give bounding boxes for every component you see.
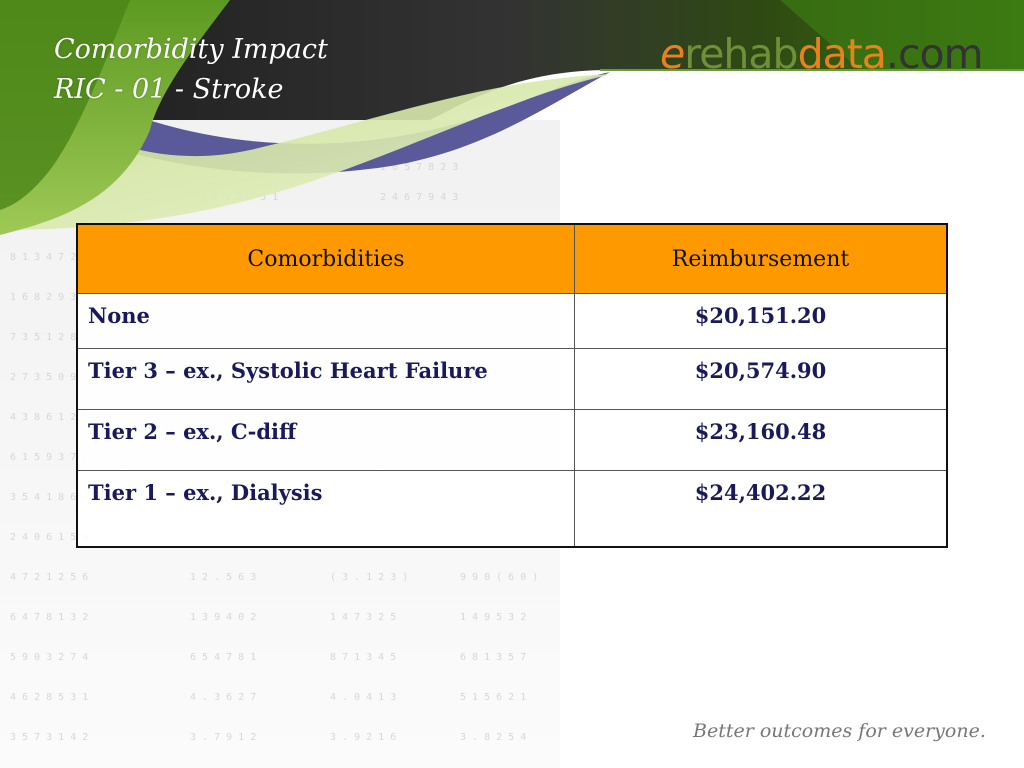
svg-text:1 4 9 5 3 2: 1 4 9 5 3 2 xyxy=(460,612,526,623)
slide-title-line-2: RIC - 01 - Stroke xyxy=(54,74,284,105)
table-row: Tier 1 – ex., Dialysis $24,402.22 xyxy=(76,470,948,548)
svg-text:7 3 5 1 2 8 4: 7 3 5 1 2 8 4 xyxy=(10,332,88,343)
svg-text:4 . 3 6 2 7: 4 . 3 6 2 7 xyxy=(190,692,256,703)
reimbursement-cell: $24,402.22 xyxy=(574,470,948,548)
logo-e: e xyxy=(660,30,685,78)
svg-text:5 9 0 3 2 7 4: 5 9 0 3 2 7 4 xyxy=(10,652,88,663)
logo-com: .com xyxy=(885,30,984,78)
svg-text:1 2 . 5 6 3: 1 2 . 5 6 3 xyxy=(190,572,256,583)
svg-text:6 5 4 7 8 1: 6 5 4 7 8 1 xyxy=(190,652,256,663)
comorbidity-cell: None xyxy=(76,293,575,349)
svg-text:4 3 8 6 1 2 5: 4 3 8 6 1 2 5 xyxy=(10,412,88,423)
svg-text:6 4 7 8 1 3 2: 6 4 7 8 1 3 2 xyxy=(10,612,88,623)
comorbidity-cell: Tier 1 – ex., Dialysis xyxy=(76,470,575,548)
svg-text:3 . 8 2 5 4: 3 . 8 2 5 4 xyxy=(460,732,526,743)
svg-text:1 6 8 2 9 3 5: 1 6 8 2 9 3 5 xyxy=(10,292,88,303)
svg-text:( 3 . 1 2 3 ): ( 3 . 1 2 3 ) xyxy=(330,572,408,583)
erehabdata-logo: erehabdata.com xyxy=(660,28,984,80)
table-row: Tier 3 – ex., Systolic Heart Failure $20… xyxy=(76,348,948,410)
svg-text:1 3 9 4 0 2: 1 3 9 4 0 2 xyxy=(190,612,256,623)
comorbidity-table: Comorbidities Reimbursement None $20,151… xyxy=(76,223,948,548)
header-comorbidities: Comorbidities xyxy=(76,223,575,294)
tagline: Better outcomes for everyone. xyxy=(693,720,986,742)
svg-text:4 . 0 4 1 3: 4 . 0 4 1 3 xyxy=(330,692,396,703)
table-row: Tier 2 – ex., C-diff $23,160.48 xyxy=(76,409,948,471)
svg-text:3 5 4 1 8 6 2: 3 5 4 1 8 6 2 xyxy=(10,492,88,503)
reimbursement-cell: $23,160.48 xyxy=(574,409,948,471)
svg-text:3 . 7 9 1 2: 3 . 7 9 1 2 xyxy=(190,732,256,743)
slide-title-line-1: Comorbidity Impact xyxy=(54,34,328,65)
reimbursement-cell: $20,151.20 xyxy=(574,293,948,349)
table-row: None $20,151.20 xyxy=(76,293,948,349)
header-reimbursement: Reimbursement xyxy=(574,223,948,294)
table-header-row: Comorbidities Reimbursement xyxy=(76,223,948,294)
logo-rehab: rehab xyxy=(684,30,798,78)
svg-text:1 4 7 3 2 5: 1 4 7 3 2 5 xyxy=(330,612,396,623)
svg-text:8 1 3 4 7 2 6: 8 1 3 4 7 2 6 xyxy=(10,252,88,263)
comorbidity-cell: Tier 2 – ex., C-diff xyxy=(76,409,575,471)
svg-text:5 1 5 6 2 1: 5 1 5 6 2 1 xyxy=(460,692,526,703)
svg-text:4 7 2 1 2 5 6: 4 7 2 1 2 5 6 xyxy=(10,572,88,583)
svg-text:1 6 5 7 8 2 3: 1 6 5 7 8 2 3 xyxy=(380,162,458,173)
svg-text:6 1 5 9 3 7 2: 6 1 5 9 3 7 2 xyxy=(10,452,88,463)
svg-text:8 7 1 3 4 5: 8 7 1 3 4 5 xyxy=(330,652,396,663)
svg-text:2 4 0 6 1 5 9: 2 4 0 6 1 5 9 xyxy=(10,532,88,543)
svg-text:2 7 3 5 0 9 1: 2 7 3 5 0 9 1 xyxy=(10,372,88,383)
reimbursement-cell: $20,574.90 xyxy=(574,348,948,410)
svg-text:3 5 7 3 1 4 2: 3 5 7 3 1 4 2 xyxy=(10,732,88,743)
svg-text:4 6 2 8 5 3 1: 4 6 2 8 5 3 1 xyxy=(10,692,88,703)
svg-text:2 4 6 7 9 4 3: 2 4 6 7 9 4 3 xyxy=(380,192,458,203)
svg-text:9 9 0 ( 6 0 ): 9 9 0 ( 6 0 ) xyxy=(460,572,538,583)
logo-data: data xyxy=(797,30,887,78)
svg-text:6 8 1 3 5 7: 6 8 1 3 5 7 xyxy=(460,652,526,663)
comorbidity-cell: Tier 3 – ex., Systolic Heart Failure xyxy=(76,348,575,410)
svg-text:3 . 9 2 1 6: 3 . 9 2 1 6 xyxy=(330,732,396,743)
